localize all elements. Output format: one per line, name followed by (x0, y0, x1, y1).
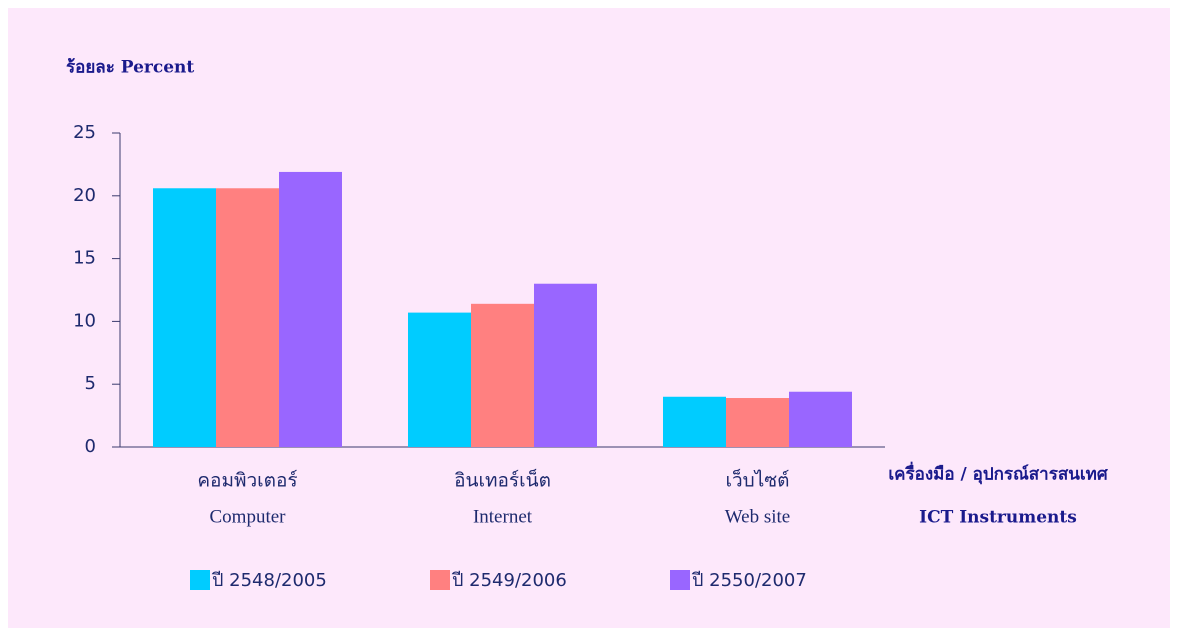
legend-label: ปี 2548/2005 (212, 570, 327, 591)
bar (153, 188, 216, 448)
y-axis-label: ร้อยละ Percent (66, 58, 194, 78)
y-tick-label: 0 (85, 436, 96, 457)
y-tick-label: 15 (73, 248, 96, 269)
legend-swatch (670, 570, 690, 590)
bar (726, 398, 789, 447)
bar (216, 188, 279, 448)
x-axis-label: ICT Instruments (919, 508, 1077, 528)
x-tick-label: คอมพิวเตอร์ (197, 470, 297, 492)
legend-label: ปี 2550/2007 (692, 570, 807, 591)
x-tick-label: Computer (210, 506, 287, 527)
y-tick-label: 5 (85, 373, 96, 394)
bar (471, 303, 534, 447)
x-tick-label: Web site (725, 506, 790, 527)
legend-swatch (430, 570, 450, 590)
bar (534, 283, 597, 447)
legend-swatch (190, 570, 210, 590)
legend-label: ปี 2549/2006 (452, 570, 567, 591)
x-tick-label: Internet (473, 506, 533, 527)
bar (663, 396, 726, 447)
y-tick-label: 10 (73, 310, 96, 331)
y-tick-label: 20 (73, 185, 96, 206)
bar (789, 391, 852, 447)
x-axis-label: เครื่องมือ / อุปกรณ์สารสนเทศ (888, 462, 1109, 485)
x-tick-label: อินเทอร์เน็ต (454, 468, 551, 492)
bar (279, 171, 342, 447)
y-tick-label: 25 (73, 122, 96, 143)
x-tick-label: เว็บไซต์ (725, 468, 789, 492)
bar (408, 312, 471, 447)
